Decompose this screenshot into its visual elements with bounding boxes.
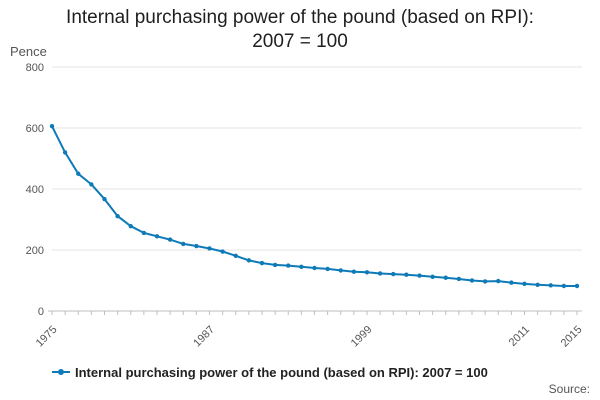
data-point[interactable] <box>574 283 580 289</box>
y-tick-label: 400 <box>26 184 44 196</box>
legend-label: Internal purchasing power of the pound (… <box>75 364 488 380</box>
chart-title-line-2: 2007 = 100 <box>252 31 348 52</box>
data-point[interactable] <box>299 264 304 269</box>
series-line <box>51 125 577 287</box>
data-point[interactable] <box>469 278 475 283</box>
data-point[interactable] <box>417 273 422 278</box>
data-point[interactable] <box>312 265 317 271</box>
data-point[interactable] <box>364 270 370 275</box>
legend: Internal purchasing power of the pound (… <box>52 362 488 382</box>
x-tick-label: 1975 <box>34 324 60 350</box>
data-point[interactable] <box>259 260 265 266</box>
data-point[interactable] <box>404 272 409 277</box>
source-label: Source: <box>548 382 590 396</box>
chart-title-line-1: Internal purchasing power of the pound (… <box>66 7 534 28</box>
x-tick-label: 2011 <box>507 324 532 349</box>
data-point[interactable] <box>509 280 514 285</box>
data-point[interactable] <box>181 241 186 247</box>
legend-line-marker <box>52 367 70 377</box>
data-point[interactable] <box>207 246 212 251</box>
x-tick-label: 2015 <box>559 324 585 350</box>
data-point[interactable] <box>456 276 462 282</box>
data-point[interactable] <box>246 258 252 263</box>
data-point[interactable] <box>548 283 553 288</box>
grid-lines <box>52 66 582 251</box>
data-point[interactable] <box>154 234 160 239</box>
data-point[interactable] <box>89 182 94 187</box>
data-point[interactable] <box>430 274 435 280</box>
x-tick-label: 1999 <box>349 324 375 350</box>
data-point[interactable] <box>377 271 383 276</box>
data-point[interactable] <box>115 213 120 219</box>
data-point[interactable] <box>194 243 199 249</box>
data-point[interactable] <box>220 249 225 254</box>
data-point[interactable] <box>482 279 488 284</box>
data-point[interactable] <box>286 263 291 268</box>
y-axis-label: Pence <box>10 44 47 59</box>
data-point[interactable] <box>233 253 238 258</box>
data-point[interactable] <box>351 269 357 274</box>
data-point[interactable] <box>272 262 278 268</box>
data-point[interactable] <box>102 196 107 202</box>
data-point[interactable] <box>338 268 343 273</box>
x-tick-label: 1987 <box>191 324 217 350</box>
data-point[interactable] <box>443 275 448 280</box>
data-point[interactable] <box>49 123 55 129</box>
data-point[interactable] <box>535 282 540 287</box>
data-point[interactable] <box>561 283 567 289</box>
y-tick-label: 600 <box>26 123 44 135</box>
y-tick-label: 0 <box>38 306 44 318</box>
chart-title: Internal purchasing power of the pound (… <box>0 6 600 54</box>
data-point[interactable] <box>128 224 133 229</box>
y-tick-label: 800 <box>26 62 44 74</box>
data-point[interactable] <box>76 171 81 176</box>
series-layer <box>49 123 580 289</box>
data-point[interactable] <box>391 271 396 277</box>
data-point[interactable] <box>325 266 330 272</box>
data-point[interactable] <box>62 150 68 155</box>
data-point[interactable] <box>167 237 173 242</box>
data-point[interactable] <box>496 278 501 284</box>
data-point[interactable] <box>141 230 147 236</box>
y-tick-label: 200 <box>26 245 44 257</box>
data-point[interactable] <box>522 281 527 287</box>
